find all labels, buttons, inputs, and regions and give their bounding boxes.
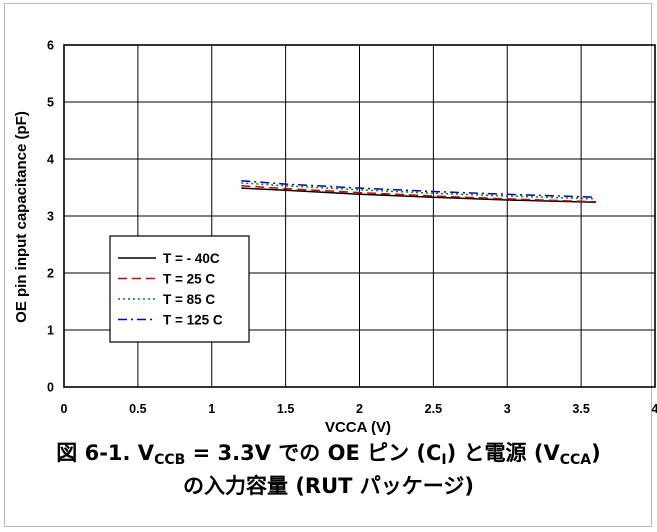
y-tick-label: 0 — [47, 381, 54, 395]
x-tick-label: 2.5 — [425, 402, 442, 416]
caption-line-1: 図 6-1. VCCB = 3.3V での OE ピン (CI) と電源 (VC… — [0, 437, 657, 470]
y-tick-label: 4 — [47, 153, 54, 167]
caption-sub-2: I — [441, 452, 447, 468]
caption-sub-3: CCA — [559, 452, 592, 468]
series-line — [241, 187, 596, 204]
figure-caption: 図 6-1. VCCB = 3.3V での OE ピン (CI) と電源 (VC… — [0, 437, 657, 503]
legend-label: T = 85 C — [163, 292, 215, 307]
legend-label: T = 25 C — [163, 272, 215, 287]
x-tick-label: 0 — [61, 402, 68, 416]
legend: T = - 40C T = 25 C T = 85 C T = 125 C — [109, 235, 250, 343]
y-tick-label: 5 — [47, 96, 54, 110]
y-axis-label: OE pin input capacitance (pF) — [13, 111, 30, 323]
y-tick-label: 1 — [47, 324, 54, 338]
plot-area — [63, 44, 656, 388]
caption-text-3: ) と電源 (V — [446, 441, 560, 465]
capacitance-chart: 0 0.5 1 1.5 2 2.5 3 3.5 4 0 1 2 3 4 5 6 VCCA (V) OE pi… — [13, 39, 657, 437]
caption-text-2: = 3.3V での OE ピン (C — [185, 441, 442, 465]
x-tick-label: 4 — [652, 402, 657, 416]
x-tick-label: 1 — [208, 402, 215, 416]
x-tick-label: 1.5 — [277, 402, 294, 416]
series-line — [241, 179, 596, 198]
x-tick-labels: 0 0.5 1 1.5 2 2.5 3 3.5 4 — [61, 402, 657, 416]
y-tick-labels: 0 1 2 3 4 5 6 — [47, 39, 54, 395]
y-tick-label: 3 — [47, 210, 54, 224]
x-tick-label: 2 — [356, 402, 363, 416]
legend-box — [109, 235, 250, 343]
series-line — [241, 182, 596, 200]
caption-line-2: の入力容量 (RUT パッケージ) — [183, 474, 474, 498]
caption-text-4: ) — [591, 441, 601, 465]
x-tick-label: 0.5 — [129, 402, 146, 416]
caption-sub-1: CCB — [154, 452, 186, 468]
x-axis-label: VCCA (V) — [325, 419, 391, 436]
caption-text-1: 図 6-1. V — [56, 441, 155, 465]
x-tick-label: 3.5 — [572, 402, 589, 416]
series-lines — [241, 179, 596, 204]
y-tick-label: 6 — [47, 39, 54, 53]
y-tick-label: 2 — [47, 267, 54, 281]
x-tick-label: 3 — [504, 402, 511, 416]
legend-label: T = 125 C — [163, 313, 223, 328]
series-line — [241, 185, 596, 203]
legend-label: T = - 40C — [163, 251, 220, 266]
